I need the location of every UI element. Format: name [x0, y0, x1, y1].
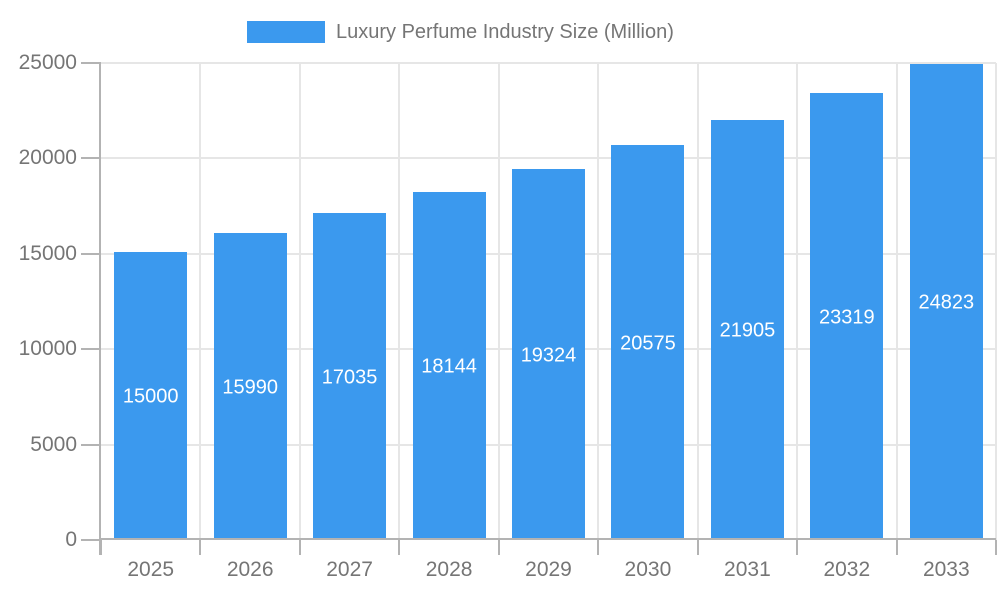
bar	[412, 191, 486, 538]
bar-value-label: 17035	[321, 366, 378, 388]
legend: Luxury Perfume Industry Size (Million)	[0, 0, 1000, 60]
bar	[114, 251, 188, 538]
bar-value-label: 18144	[421, 355, 477, 378]
bar	[710, 120, 784, 538]
y-axis-label: 10000	[18, 337, 77, 360]
x-axis-label: 2028	[425, 558, 473, 581]
y-axis-label: 25000	[18, 51, 77, 74]
x-tick	[398, 540, 400, 555]
x-tick	[995, 540, 997, 555]
bar-value-label: 15990	[222, 376, 278, 398]
x-tick	[100, 540, 102, 555]
x-axis-label: 2025	[127, 558, 175, 581]
h-gridline	[101, 62, 996, 64]
bar	[909, 64, 983, 538]
h-gridline	[101, 157, 996, 159]
x-axis-label: 2026	[226, 558, 274, 581]
x-axis-line	[99, 538, 996, 540]
v-gridline	[896, 63, 898, 540]
x-axis-label: 2030	[624, 558, 672, 581]
y-axis-label: 5000	[30, 433, 77, 456]
bar-value-label: 20575	[620, 332, 676, 355]
bar-value-label: 24823	[918, 291, 975, 314]
bar	[810, 93, 884, 538]
bar	[512, 169, 585, 538]
x-axis-label: 2029	[525, 558, 572, 581]
v-gridline	[796, 63, 798, 540]
x-tick	[299, 540, 301, 555]
x-tick	[697, 540, 699, 555]
y-axis-line	[99, 62, 101, 555]
v-gridline	[498, 63, 500, 540]
x-tick	[896, 540, 898, 555]
v-gridline	[398, 63, 400, 540]
x-axis-label: 2031	[724, 558, 771, 581]
y-axis-label: 15000	[18, 242, 77, 265]
y-tick	[81, 539, 99, 541]
x-tick	[199, 540, 201, 555]
bar-value-label: 21905	[719, 319, 776, 342]
v-gridline	[697, 63, 699, 540]
x-tick	[597, 540, 599, 555]
y-tick	[81, 62, 99, 64]
y-tick	[81, 444, 99, 446]
bar	[313, 213, 387, 538]
y-tick	[81, 253, 99, 255]
v-gridline	[995, 63, 997, 540]
legend-swatch	[247, 21, 325, 43]
bar-value-label: 19324	[520, 344, 577, 367]
y-tick	[81, 348, 99, 350]
y-axis-label: 20000	[18, 146, 77, 169]
v-gridline	[597, 63, 599, 540]
x-axis-label: 2032	[823, 558, 871, 581]
y-tick	[81, 157, 99, 159]
x-axis-label: 2027	[326, 558, 373, 581]
v-gridline	[199, 63, 201, 540]
x-axis-label: 2033	[922, 558, 970, 581]
bar	[611, 145, 685, 538]
plot-area: 0 5000 10000 15000 20000 25000 15000 2025 15990 2…	[19, 51, 997, 581]
legend-label: Luxury Perfume Industry Size (Million)	[336, 21, 674, 43]
x-tick	[796, 540, 798, 555]
bar-value-label: 23319	[818, 306, 875, 328]
y-axis-label: 0	[65, 528, 77, 551]
bar	[213, 232, 287, 538]
x-tick	[498, 540, 500, 555]
bar-value-label: 15000	[122, 385, 179, 408]
v-gridline	[299, 63, 301, 540]
